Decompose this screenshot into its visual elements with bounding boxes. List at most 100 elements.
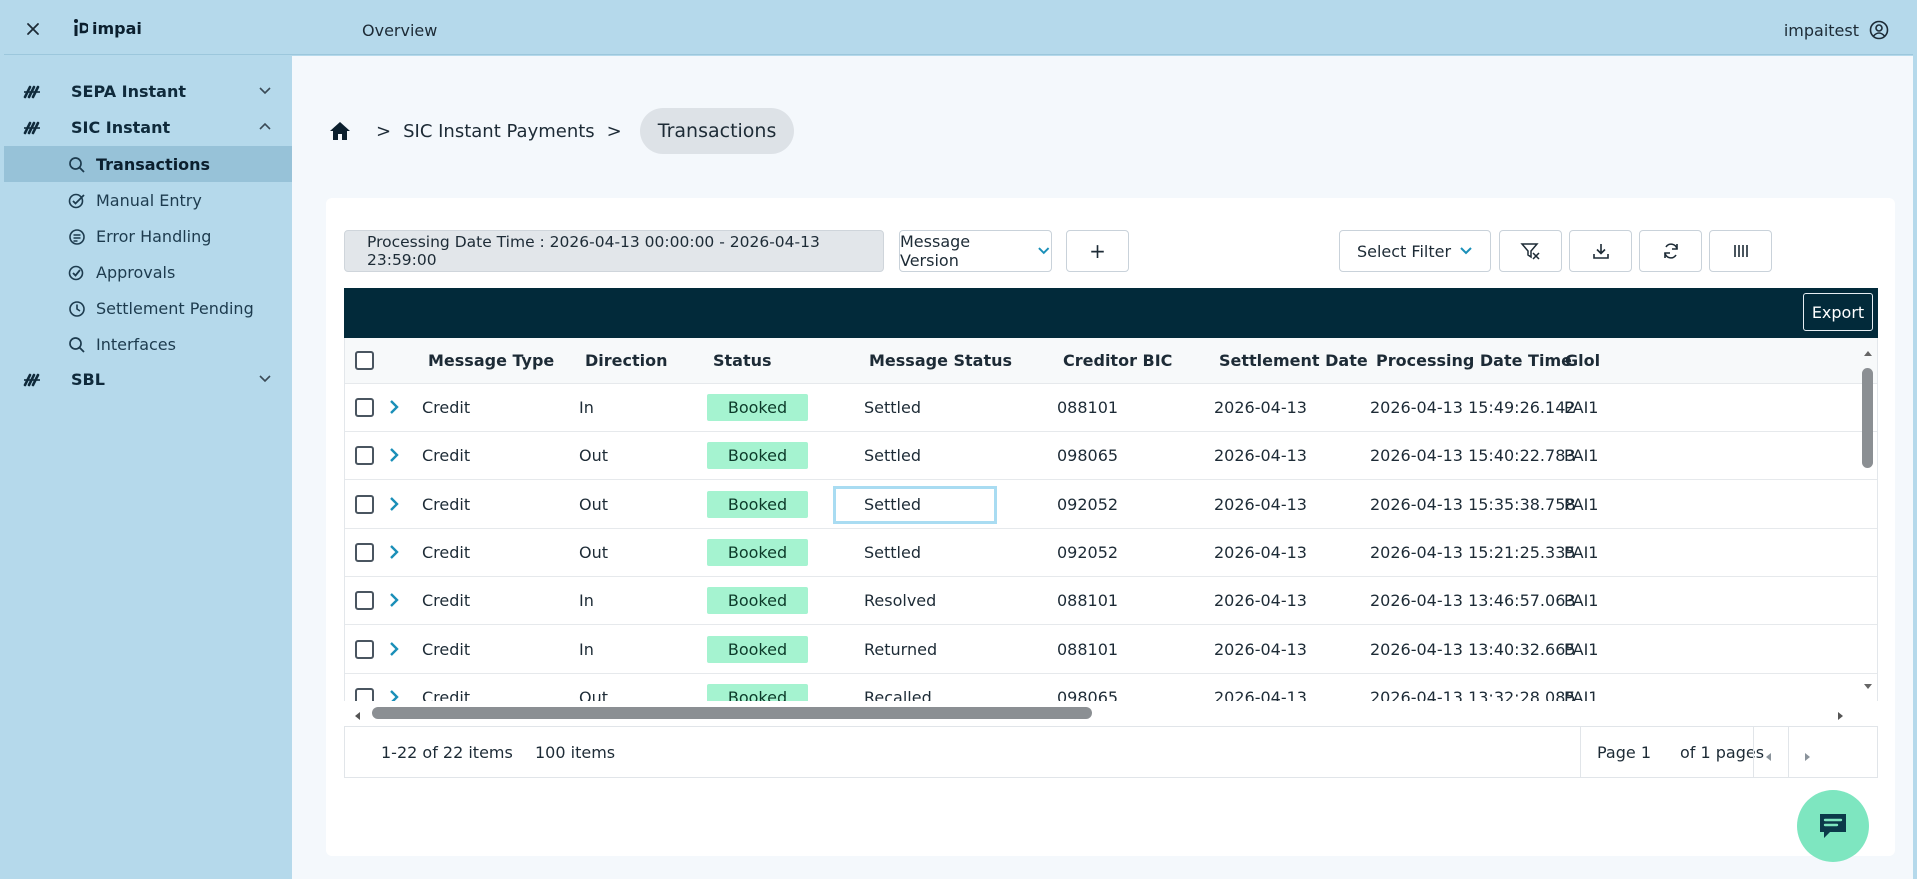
columns-button[interactable] [1709, 230, 1772, 272]
next-page-icon[interactable] [1803, 747, 1811, 766]
current-page[interactable]: Page 1 [1597, 743, 1651, 762]
row-checkbox[interactable] [355, 446, 374, 466]
settlement-date-cell[interactable]: 2026-04-13 [1214, 591, 1307, 611]
direction-cell[interactable]: Out [579, 542, 609, 562]
column-header[interactable]: Creditor BIC [1063, 351, 1173, 370]
settlement-date-cell[interactable]: 2026-04-13 [1214, 687, 1307, 701]
processing-date-cell[interactable]: 2026-04-13 15:35:38.758 [1370, 494, 1576, 514]
chevron-right-icon[interactable] [388, 641, 400, 657]
global-id-cell[interactable]: PAI1 [1564, 542, 1599, 562]
creditor-bic-cell[interactable]: 098065 [1057, 446, 1119, 466]
processing-date-cell[interactable]: 2026-04-13 13:32:28.085 [1370, 687, 1576, 701]
chevron-right-icon[interactable] [388, 496, 400, 512]
sidebar-item-settlement-pending[interactable]: Settlement Pending [4, 290, 292, 326]
scroll-right-arrow-icon[interactable] [1834, 707, 1846, 720]
creditor-bic-cell[interactable]: 088101 [1057, 398, 1119, 417]
settlement-date-cell[interactable]: 2026-04-13 [1214, 494, 1307, 514]
message-status-cell[interactable]: Settled [864, 446, 921, 466]
chat-button[interactable] [1797, 790, 1869, 862]
direction-cell[interactable]: In [579, 591, 594, 611]
close-icon[interactable] [22, 18, 44, 40]
download-button[interactable] [1569, 230, 1632, 272]
message-type-cell[interactable]: Credit [422, 398, 471, 417]
scroll-left-arrow-icon[interactable] [352, 707, 364, 720]
page-size-selector[interactable]: 100 items [535, 743, 616, 762]
processing-date-cell[interactable]: 2026-04-13 13:40:32.665 [1370, 639, 1576, 659]
status-badge[interactable]: Booked [707, 577, 808, 624]
message-type-cell[interactable]: Credit [422, 494, 471, 514]
status-badge[interactable]: Booked [707, 481, 808, 528]
creditor-bic-cell[interactable]: 092052 [1057, 542, 1119, 562]
select-filter-dropdown[interactable]: Select Filter [1339, 230, 1491, 272]
column-header[interactable]: Message Status [869, 351, 1013, 370]
message-type-cell[interactable]: Credit [422, 687, 471, 701]
message-type-cell[interactable]: Credit [422, 542, 471, 562]
settlement-date-cell[interactable]: 2026-04-13 [1214, 398, 1307, 417]
chevron-right-icon[interactable] [388, 592, 400, 608]
status-badge[interactable]: Booked [707, 626, 808, 673]
prev-page-icon[interactable] [1765, 747, 1773, 766]
table-row[interactable]: Credit Out Booked Settled 092052 2026-04-13 20… [345, 481, 1877, 529]
message-status-cell[interactable]: Settled [864, 398, 921, 417]
add-filter-button[interactable]: + [1066, 230, 1129, 272]
global-id-cell[interactable]: PAI1 [1564, 446, 1599, 466]
row-checkbox[interactable] [355, 542, 374, 562]
horizontal-scroll-thumb[interactable] [372, 707, 1092, 719]
chevron-right-icon[interactable] [388, 544, 400, 560]
creditor-bic-cell[interactable]: 088101 [1057, 639, 1119, 659]
sidebar-item-interfaces[interactable]: Interfaces [4, 326, 292, 362]
message-type-cell[interactable]: Credit [422, 446, 471, 466]
message-status-cell[interactable]: Resolved [864, 591, 937, 611]
select-all-checkbox[interactable] [355, 351, 374, 370]
table-row[interactable]: Credit Out Booked Recalled 098065 2026-04-13 2… [345, 674, 1877, 701]
breadcrumb-parent[interactable]: SIC Instant Payments [403, 120, 595, 142]
table-row[interactable]: Credit In Booked Returned 088101 2026-04-13 20… [345, 626, 1877, 674]
processing-date-cell[interactable]: 2026-04-13 13:46:57.063 [1370, 591, 1576, 611]
column-header[interactable]: Glol [1565, 351, 1601, 370]
vertical-scrollbar[interactable] [1860, 350, 1876, 690]
settlement-date-cell[interactable]: 2026-04-13 [1214, 446, 1307, 466]
row-checkbox[interactable] [355, 687, 374, 701]
creditor-bic-cell[interactable]: 092052 [1057, 494, 1119, 514]
sidebar-group-sbl[interactable]: SBL [4, 362, 292, 396]
settlement-date-cell[interactable]: 2026-04-13 [1214, 542, 1307, 562]
sidebar-item-error-handling[interactable]: Error Handling [4, 218, 292, 254]
processing-date-cell[interactable]: 2026-04-13 15:21:25.335 [1370, 542, 1576, 562]
row-checkbox[interactable] [355, 494, 374, 514]
chevron-right-icon[interactable] [388, 399, 400, 415]
global-id-cell[interactable]: PAI1 [1564, 687, 1599, 701]
user-menu[interactable]: impaitest [1784, 20, 1889, 40]
sidebar-group-sic-instant[interactable]: SIC Instant [4, 110, 292, 144]
table-row[interactable]: Credit Out Booked Settled 092052 2026-04-13 20… [345, 529, 1877, 577]
direction-cell[interactable]: In [579, 639, 594, 659]
page-nav-title[interactable]: Overview [362, 21, 438, 40]
sidebar-item-transactions[interactable]: Transactions [4, 146, 292, 182]
brand-logo[interactable]: impai [72, 18, 142, 38]
table-row[interactable]: Credit In Booked Settled 088101 2026-04-13 202… [345, 384, 1877, 432]
status-badge[interactable]: Booked [707, 529, 808, 576]
column-header[interactable]: Processing Date Time [1376, 351, 1572, 370]
direction-cell[interactable]: Out [579, 446, 609, 466]
row-checkbox[interactable] [355, 639, 374, 659]
direction-cell[interactable]: Out [579, 494, 609, 514]
row-checkbox[interactable] [355, 591, 374, 611]
table-row[interactable]: Credit Out Booked Settled 098065 2026-04-13 20… [345, 432, 1877, 481]
direction-cell[interactable]: Out [579, 687, 609, 701]
status-badge[interactable]: Booked [707, 674, 808, 701]
sidebar-item-approvals[interactable]: Approvals [4, 254, 292, 290]
processing-date-cell[interactable]: 2026-04-13 15:40:22.783 [1370, 446, 1576, 466]
chevron-right-icon[interactable] [388, 447, 400, 463]
global-id-cell[interactable]: PAI1 [1564, 494, 1599, 514]
global-id-cell[interactable]: PAI1 [1564, 639, 1599, 659]
refresh-button[interactable] [1639, 230, 1702, 272]
message-type-cell[interactable]: Credit [422, 639, 471, 659]
column-header[interactable]: Settlement Date [1219, 351, 1368, 370]
vertical-scroll-thumb[interactable] [1862, 368, 1873, 468]
settlement-date-cell[interactable]: 2026-04-13 [1214, 639, 1307, 659]
date-range-filter[interactable]: Processing Date Time : 2026-04-13 00:00:… [344, 230, 884, 272]
status-badge[interactable]: Booked [707, 432, 808, 479]
row-checkbox[interactable] [355, 398, 374, 417]
status-badge[interactable]: Booked [707, 384, 808, 431]
clear-filter-button[interactable] [1499, 230, 1562, 272]
creditor-bic-cell[interactable]: 088101 [1057, 591, 1119, 611]
